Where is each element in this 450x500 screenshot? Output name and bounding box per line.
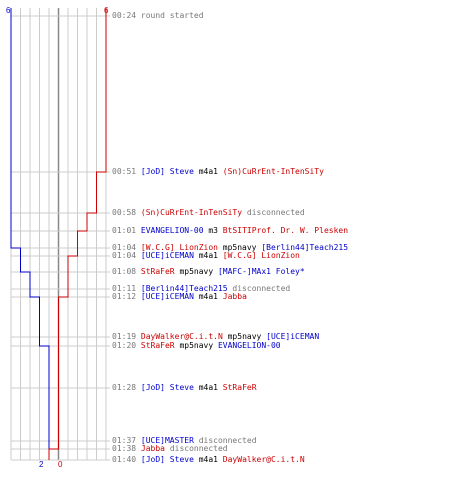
event-row: 01:04 [UCE]iCEMAN m4a1 [W.C.G] LionZion xyxy=(112,251,300,260)
event-time: 01:11 xyxy=(112,284,141,293)
event-text: [W.C.G] LionZion xyxy=(222,251,300,260)
event-text: m4a1 xyxy=(193,455,223,464)
event-text: [MAFC-]MAx1 Foley* xyxy=(217,267,305,276)
event-row: 01:20 StRaFeR mp5navy EVANGELION-00 xyxy=(112,341,281,350)
event-row: 01:19 DayWalker@C.i.t.N mp5navy [UCE]iCE… xyxy=(112,332,319,341)
event-text: mp5navy xyxy=(174,267,218,276)
event-time: 01:37 xyxy=(112,436,141,445)
event-text: StRaFeR xyxy=(140,267,175,276)
blue-end-count: 2 xyxy=(39,460,44,469)
event-text: Jabba xyxy=(222,292,247,301)
event-text: DayWalker@C.i.t.N xyxy=(222,455,305,464)
event-row: 01:28 [JoD] Steve m4a1 StRaFeR xyxy=(112,383,257,392)
event-text: m4a1 xyxy=(193,167,223,176)
event-time: 01:20 xyxy=(112,341,141,350)
event-time: 01:12 xyxy=(112,292,141,301)
event-row: 01:08 StRaFeR mp5navy [MAFC-]MAx1 Foley* xyxy=(112,267,305,276)
event-text: disconnected xyxy=(165,444,228,453)
event-text: [JoD] Steve xyxy=(140,383,194,392)
event-text: DayWalker@C.i.t.N xyxy=(140,332,223,341)
event-text: [UCE]iCEMAN xyxy=(140,251,194,260)
event-text: disconnected xyxy=(227,284,291,293)
blue-start-count: 6 xyxy=(6,6,11,15)
event-text: (Sn)CuRrEnt-InTenSiTy xyxy=(140,208,243,217)
event-text: [UCE]MASTER xyxy=(140,436,194,445)
event-row: 01:38 Jabba disconnected xyxy=(112,444,228,453)
event-text: mp5navy xyxy=(174,341,218,350)
event-text: disconnected xyxy=(242,208,305,217)
event-row: 01:37 [UCE]MASTER disconnected xyxy=(112,436,257,445)
graph-grid xyxy=(10,8,110,461)
event-time: 01:19 xyxy=(112,332,141,341)
event-text: BtSITIProf. Dr. W. Plesken xyxy=(222,226,349,235)
event-text: [JoD] Steve xyxy=(140,455,194,464)
event-row: 01:11 [Berlin44]Teach215 disconnected xyxy=(112,284,290,293)
event-text: [UCE]iCEMAN xyxy=(266,332,320,341)
event-text: StRaFeR xyxy=(222,383,257,392)
event-text: m4a1 xyxy=(193,383,223,392)
event-time: 00:58 xyxy=(112,208,141,217)
event-row: 01:01 EVANGELION-00 m3 BtSITIProf. Dr. W… xyxy=(112,226,348,235)
event-row: 00:24 round started xyxy=(112,11,204,20)
event-time: 01:40 xyxy=(112,455,141,464)
event-text: m3 xyxy=(203,226,223,235)
event-text: [Berlin44]Teach215 xyxy=(140,284,228,293)
event-time: 01:04 xyxy=(112,251,141,260)
event-text: round started xyxy=(140,11,204,20)
blue-team-count-line xyxy=(10,8,50,460)
event-text: [UCE]iCEMAN xyxy=(140,292,194,301)
event-time: 01:38 xyxy=(112,444,141,453)
event-time: 00:51 xyxy=(112,167,141,176)
event-text: [W.C.G] LionZion xyxy=(140,243,218,252)
event-text: Jabba xyxy=(140,444,165,453)
event-text: mp5navy xyxy=(217,243,262,252)
red-end-count: 0 xyxy=(58,460,63,469)
event-text: m4a1 xyxy=(193,292,223,301)
event-row: 01:04 [W.C.G] LionZion mp5navy [Berlin44… xyxy=(112,243,348,252)
event-text: [JoD] Steve xyxy=(140,167,194,176)
event-time: 01:04 xyxy=(112,243,141,252)
event-text: EVANGELION-00 xyxy=(217,341,281,350)
event-time: 01:28 xyxy=(112,383,141,392)
event-text: disconnected xyxy=(193,436,257,445)
event-text: EVANGELION-00 xyxy=(140,226,204,235)
event-text: m4a1 xyxy=(193,251,223,260)
red-team-count-line xyxy=(48,8,107,460)
event-time: 01:01 xyxy=(112,226,141,235)
event-row: 00:58 (Sn)CuRrEnt-InTenSiTy disconnected xyxy=(112,208,305,217)
event-time: 01:08 xyxy=(112,267,141,276)
event-text: mp5navy xyxy=(222,332,267,341)
event-row: 01:12 [UCE]iCEMAN m4a1 Jabba xyxy=(112,292,247,301)
event-text: (Sn)CuRrEnt-InTenSiTy xyxy=(222,167,324,176)
red-start-count: 6 xyxy=(104,6,109,15)
event-row: 01:40 [JoD] Steve m4a1 DayWalker@C.i.t.N xyxy=(112,455,305,464)
event-time: 00:24 xyxy=(112,11,141,20)
event-row: 00:51 [JoD] Steve m4a1 (Sn)CuRrEnt-InTen… xyxy=(112,167,324,176)
event-text: StRaFeR xyxy=(140,341,175,350)
event-text: [Berlin44]Teach215 xyxy=(261,243,349,252)
